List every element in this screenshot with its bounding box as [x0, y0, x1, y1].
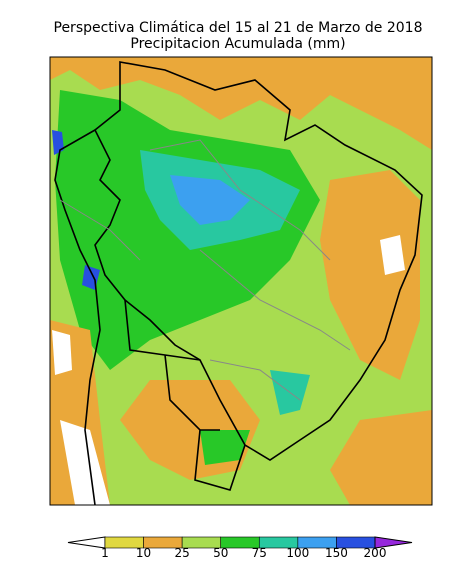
rain-area [170, 175, 250, 225]
rain-area [50, 57, 432, 150]
state-border [59, 139, 351, 401]
rain-area [330, 410, 432, 505]
country-border [54, 129, 101, 506]
colorbar-label: 25 [175, 546, 190, 560]
subtitle: Precipitacion Acumulada (mm) [130, 36, 345, 52]
map [49, 56, 433, 506]
colorbar: 1 10 25 50 75 100 150 200 [67, 536, 413, 560]
map-frame [49, 56, 433, 506]
colorbar-label: 1 [101, 546, 109, 560]
dry-area [52, 330, 72, 375]
colorbar-under [67, 536, 106, 549]
dry-area [380, 235, 405, 275]
colorbar-label: 75 [252, 546, 267, 560]
rain-area [200, 430, 250, 465]
colorbar-label: 10 [136, 546, 151, 560]
colorbar-label: 200 [364, 546, 387, 560]
dry-area [60, 420, 110, 505]
colorbar-over [374, 536, 413, 549]
country-border [124, 299, 246, 491]
colorbar-label: 150 [325, 546, 348, 560]
rain-area [320, 170, 420, 380]
colorbar-label: 50 [213, 546, 228, 560]
country-border [93, 61, 423, 461]
colorbar-label: 100 [286, 546, 309, 560]
title: Perspectiva Climática del 15 al 21 de Ma… [54, 20, 423, 36]
